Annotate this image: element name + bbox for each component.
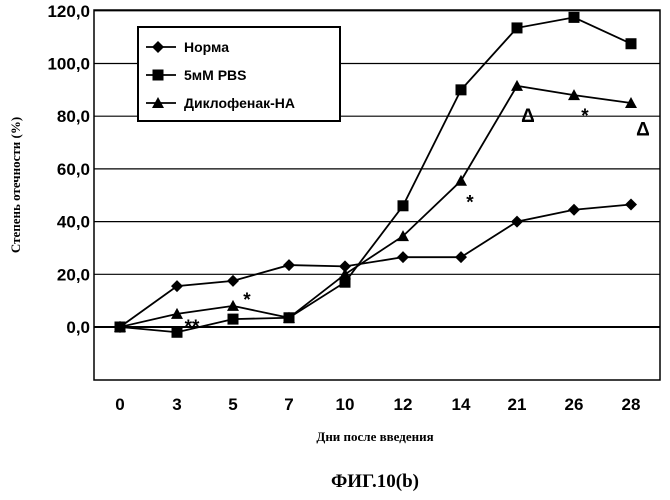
annotation-mark: ** — [185, 317, 200, 338]
data-point — [227, 274, 239, 287]
annotation-mark: * — [581, 106, 589, 127]
data-point — [397, 200, 409, 212]
x-tick-label: 12 — [394, 395, 413, 414]
data-point — [568, 89, 580, 101]
legend-item: Диклофенак-НА — [146, 95, 295, 111]
annotation-mark: Δ — [636, 119, 650, 140]
annotation-mark: Δ — [521, 106, 535, 127]
data-point — [455, 174, 467, 186]
data-point — [511, 22, 523, 34]
y-tick-label: 80,0 — [57, 107, 90, 126]
y-axis-title: Степень отечности (%) — [8, 117, 23, 253]
legend: Норма 5мМ PBS Диклофенак-НА — [137, 26, 341, 122]
series-lines — [114, 11, 637, 338]
data-point — [339, 276, 351, 288]
figure-caption: ФИГ.10(b) — [331, 471, 419, 492]
significance-annotations: ****Δ *Δ — [185, 106, 650, 338]
data-point — [511, 215, 523, 228]
series-3 — [114, 79, 637, 332]
data-point — [339, 260, 351, 273]
data-point — [227, 299, 239, 311]
legend-item: Норма — [146, 39, 229, 55]
y-tick-label: 0,0 — [66, 318, 90, 337]
data-point — [171, 280, 183, 293]
legend-label: Норма — [184, 39, 229, 55]
y-tick-labels: 0,0 20,0 40,0 60,0 80,0 100,0 120,0 — [47, 2, 90, 337]
data-point — [625, 97, 637, 109]
data-point — [114, 321, 126, 332]
y-tick-label: 60,0 — [57, 160, 90, 179]
data-point — [455, 84, 467, 96]
x-tick-label: 10 — [336, 395, 355, 414]
data-point — [625, 38, 637, 50]
y-tick-label: 120,0 — [47, 2, 90, 21]
legend-box — [137, 26, 341, 122]
series-line — [119, 16, 632, 334]
legend-item: 5мМ PBS — [146, 67, 246, 83]
legend-marker — [152, 97, 164, 108]
x-axis-title: Дни после введения — [316, 429, 433, 444]
data-point — [625, 198, 637, 211]
legend-marker — [152, 69, 164, 81]
data-point — [568, 11, 580, 23]
legend-label: 5мМ PBS — [184, 67, 246, 83]
annotation-mark: * — [243, 290, 251, 311]
legend-label: Диклофенак-НА — [184, 95, 295, 111]
x-tick-label: 5 — [228, 395, 237, 414]
annotation-mark: * — [466, 192, 474, 213]
data-point — [568, 203, 580, 216]
x-tick-label: 21 — [508, 395, 527, 414]
data-point — [283, 259, 295, 272]
x-tick-label: 26 — [565, 395, 584, 414]
data-point — [511, 79, 523, 91]
data-point — [227, 313, 239, 325]
y-tick-label: 100,0 — [47, 55, 90, 74]
x-tick-labels: 0 3 5 7 10 12 14 21 26 28 — [115, 395, 640, 414]
x-tick-label: 28 — [622, 395, 641, 414]
x-tick-label: 0 — [115, 395, 124, 414]
data-point — [455, 251, 467, 264]
series-line — [119, 203, 632, 328]
data-point — [397, 251, 409, 264]
legend-marker — [152, 41, 164, 53]
data-point — [339, 268, 351, 280]
y-tick-label: 20,0 — [57, 265, 90, 284]
x-tick-label: 3 — [172, 395, 181, 414]
data-point — [171, 326, 183, 338]
series-line — [119, 84, 632, 328]
data-point — [283, 311, 295, 323]
y-tick-label: 40,0 — [57, 213, 90, 232]
data-point — [397, 230, 409, 242]
x-tick-label: 7 — [284, 395, 293, 414]
data-point — [171, 307, 183, 319]
x-tick-label: 14 — [452, 395, 471, 414]
